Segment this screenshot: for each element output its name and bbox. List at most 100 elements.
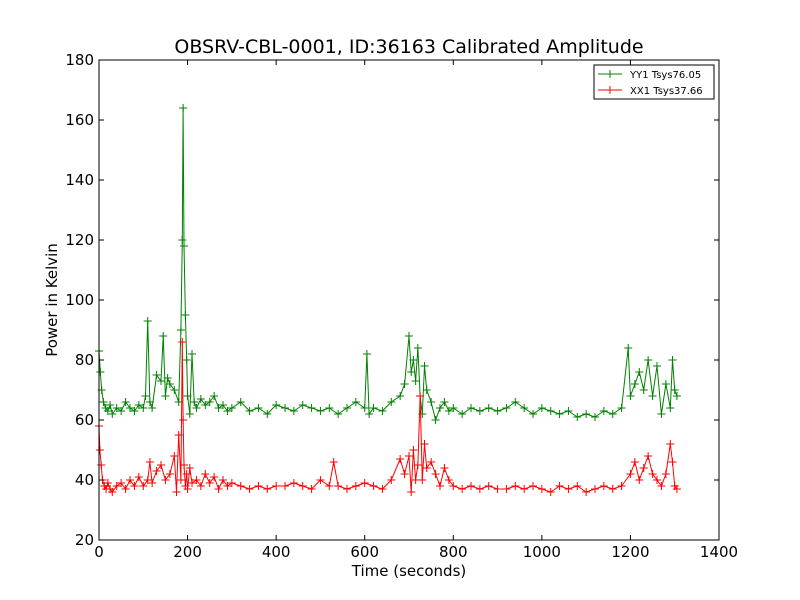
data-point	[666, 404, 675, 412]
x-tick-label: 1200	[611, 543, 649, 561]
data-point	[196, 395, 205, 403]
data-point	[180, 242, 189, 250]
x-tick-label: 600	[350, 543, 379, 561]
data-point	[440, 398, 449, 406]
data-point	[106, 401, 115, 409]
data-point	[179, 104, 188, 112]
data-point	[117, 407, 126, 415]
data-point	[334, 482, 343, 490]
data-point	[360, 479, 369, 487]
data-point	[653, 362, 661, 370]
data-point	[145, 458, 154, 466]
data-point	[608, 410, 617, 418]
data-point	[188, 350, 196, 358]
data-point	[369, 404, 378, 412]
data-point	[108, 488, 117, 496]
data-point	[520, 485, 529, 493]
legend-label: YY1 Tsys76.05	[629, 70, 701, 81]
data-point	[400, 380, 409, 388]
data-point	[126, 404, 134, 412]
data-point	[223, 482, 232, 490]
y-tick-label: 180	[65, 51, 94, 69]
y-tick-label: 160	[65, 111, 94, 129]
data-point	[661, 470, 670, 478]
data-point	[298, 401, 307, 409]
data-point	[378, 485, 387, 493]
data-point	[325, 404, 334, 412]
legend-marker	[606, 70, 614, 78]
data-point	[219, 476, 227, 484]
data-point	[591, 485, 599, 493]
data-point	[387, 476, 396, 484]
data-point	[537, 404, 546, 412]
data-point	[644, 452, 653, 460]
data-point	[630, 380, 639, 388]
data-point	[400, 470, 409, 478]
data-point	[178, 338, 187, 346]
data-point	[582, 488, 591, 496]
data-point	[407, 488, 416, 496]
data-point	[205, 398, 214, 406]
data-point	[502, 404, 511, 412]
data-point	[431, 416, 440, 424]
data-point	[174, 431, 183, 439]
data-point	[608, 485, 617, 493]
data-point	[427, 398, 436, 406]
y-tick-label: 120	[65, 231, 94, 249]
x-tick-label: 800	[439, 543, 468, 561]
data-point	[387, 398, 396, 406]
data-point	[130, 482, 139, 490]
data-point	[362, 350, 371, 358]
data-point	[236, 482, 245, 490]
data-point	[190, 398, 199, 406]
data-point	[219, 401, 227, 409]
data-point	[449, 482, 458, 490]
data-point	[343, 404, 351, 412]
data-point	[467, 404, 475, 412]
data-point	[152, 371, 161, 379]
data-point	[555, 482, 564, 490]
data-point	[143, 317, 152, 325]
data-point	[360, 404, 369, 412]
data-point	[180, 461, 189, 469]
data-point	[672, 485, 681, 493]
data-point	[176, 326, 185, 334]
plot-frame	[98, 59, 720, 541]
data-point	[599, 407, 608, 415]
data-point	[112, 404, 121, 412]
data-point	[139, 404, 148, 412]
data-point	[192, 476, 201, 484]
data-point	[630, 458, 639, 466]
data-point	[444, 407, 453, 415]
data-point	[163, 374, 172, 382]
data-point	[254, 404, 263, 412]
data-point	[365, 410, 374, 418]
series-line	[98, 341, 678, 493]
legend: YY1 Tsys76.05 XX1 Tsys37.66	[593, 64, 715, 100]
data-point	[325, 482, 334, 490]
data-point	[178, 236, 187, 244]
data-point	[635, 368, 644, 376]
data-point	[117, 479, 126, 487]
data-point	[666, 440, 675, 448]
data-point	[436, 482, 444, 490]
data-point	[152, 467, 161, 475]
data-point	[281, 404, 289, 412]
data-point	[564, 407, 573, 415]
data-point	[413, 344, 422, 352]
data-point	[458, 410, 467, 418]
data-point	[396, 455, 405, 463]
data-point	[281, 482, 289, 490]
data-point	[307, 404, 316, 412]
data-point	[573, 413, 582, 421]
data-point	[157, 461, 165, 469]
data-point	[182, 356, 191, 364]
data-point	[143, 476, 152, 484]
data-point	[670, 386, 679, 394]
y-tick-label: 100	[65, 291, 94, 309]
legend-marker	[606, 86, 614, 94]
data-point	[396, 392, 405, 400]
data-point	[639, 464, 648, 472]
data-point	[648, 470, 657, 478]
data-point	[201, 470, 210, 478]
